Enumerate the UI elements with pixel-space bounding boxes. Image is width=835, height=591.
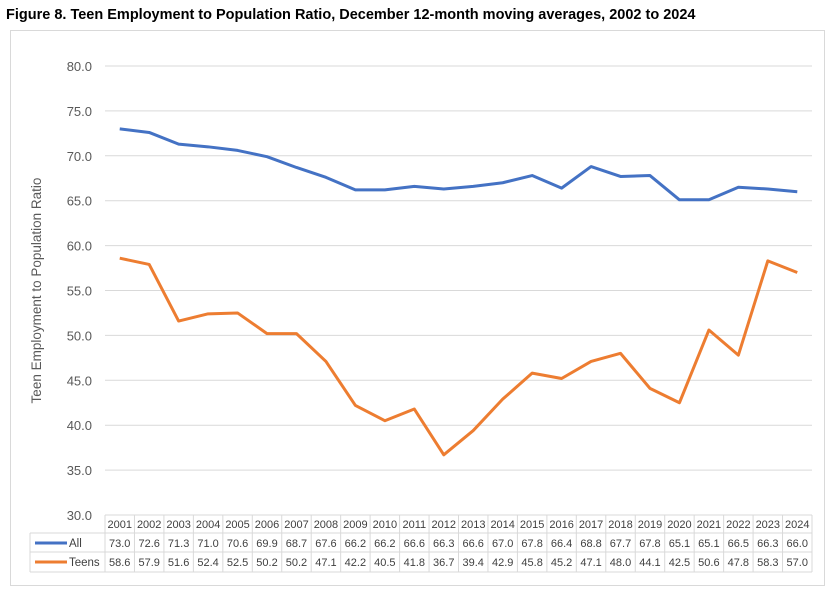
data-table-cell: 66.2 <box>345 538 366 550</box>
x-tick-label: 2020 <box>667 519 691 531</box>
series-line-teens <box>119 256 798 457</box>
data-table-cell: 36.7 <box>433 557 454 569</box>
x-tick-label: 2003 <box>166 519 190 531</box>
data-table-cell: 65.1 <box>669 538 690 550</box>
data-table-cell: 71.0 <box>197 538 218 550</box>
x-tick-label: 2005 <box>225 519 249 531</box>
data-table-cell: 66.5 <box>728 538 749 550</box>
data-table-cell: 67.7 <box>610 538 631 550</box>
x-tick-label: 2017 <box>579 519 603 531</box>
y-tick-label: 50.0 <box>67 328 92 343</box>
legend-label: Teens <box>69 557 100 569</box>
x-tick-label: 2021 <box>697 519 721 531</box>
data-table-cell: 45.8 <box>521 557 542 569</box>
data-table-cell: 71.3 <box>168 538 189 550</box>
x-tick-label: 2016 <box>549 519 573 531</box>
data-table-cell: 42.2 <box>345 557 366 569</box>
x-tick-label: 2024 <box>785 519 809 531</box>
x-tick-label: 2013 <box>461 519 485 531</box>
data-table-cell: 42.5 <box>669 557 690 569</box>
data-table-cell: 58.6 <box>109 557 130 569</box>
data-table-cell: 67.8 <box>639 538 660 550</box>
data-table-cell: 39.4 <box>463 557 484 569</box>
data-table-cell: 48.0 <box>610 557 631 569</box>
x-tick-label: 2018 <box>608 519 632 531</box>
x-tick-label: 2012 <box>432 519 456 531</box>
x-tick-label: 2010 <box>373 519 397 531</box>
series-line-all <box>119 127 798 202</box>
x-tick-label: 2015 <box>520 519 544 531</box>
data-table-cell: 42.9 <box>492 557 513 569</box>
x-tick-label: 2014 <box>490 519 514 531</box>
y-tick-label: 40.0 <box>67 418 92 433</box>
data-table-cell: 52.5 <box>227 557 248 569</box>
data-table-cell: 51.6 <box>168 557 189 569</box>
data-table-cell: 52.4 <box>197 557 218 569</box>
x-tick-label: 2002 <box>137 519 161 531</box>
y-tick-label: 35.0 <box>67 463 92 478</box>
data-table-cell: 50.2 <box>286 557 307 569</box>
x-tick-label: 2009 <box>343 519 367 531</box>
data-table-cell: 66.0 <box>787 538 808 550</box>
x-tick-label: 2008 <box>314 519 338 531</box>
data-table-cell: 69.9 <box>256 538 277 550</box>
data-table-cell: 65.1 <box>698 538 719 550</box>
x-tick-label: 2006 <box>255 519 279 531</box>
y-tick-label: 80.0 <box>67 59 92 74</box>
data-table-cell: 67.0 <box>492 538 513 550</box>
data-table-cell: 50.2 <box>256 557 277 569</box>
x-tick-label: 2023 <box>756 519 780 531</box>
data-table-cell: 66.3 <box>757 538 778 550</box>
data-table-cell: 67.8 <box>521 538 542 550</box>
chart-title: Figure 8. Teen Employment to Population … <box>6 7 696 23</box>
data-table-cell: 57.9 <box>138 557 159 569</box>
y-tick-label: 45.0 <box>67 373 92 388</box>
data-table-cell: 66.3 <box>433 538 454 550</box>
data-table-cell: 40.5 <box>374 557 395 569</box>
data-table-cell: 66.4 <box>551 538 572 550</box>
chart-border <box>10 30 825 586</box>
data-table-cell: 47.1 <box>580 557 601 569</box>
data-table-cell: 57.0 <box>787 557 808 569</box>
y-tick-label: 55.0 <box>67 284 92 299</box>
y-tick-label: 60.0 <box>67 239 92 254</box>
y-tick-label: 70.0 <box>67 149 92 164</box>
y-tick-label: 30.0 <box>67 508 92 523</box>
data-table-cell: 67.6 <box>315 538 336 550</box>
data-table-cell: 68.7 <box>286 538 307 550</box>
data-table-cell: 47.1 <box>315 557 336 569</box>
data-table-cell: 41.8 <box>404 557 425 569</box>
x-tick-label: 2007 <box>284 519 308 531</box>
data-table-cell: 72.6 <box>138 538 159 550</box>
x-tick-label: 2022 <box>726 519 750 531</box>
data-table-cell: 66.6 <box>404 538 425 550</box>
data-table-cell: 58.3 <box>757 557 778 569</box>
x-tick-label: 2004 <box>196 519 220 531</box>
data-table-cell: 50.6 <box>698 557 719 569</box>
data-table-cell: 66.2 <box>374 538 395 550</box>
x-tick-label: 2019 <box>638 519 662 531</box>
data-table-cell: 66.6 <box>463 538 484 550</box>
y-axis-label: Teen Employment to Population Ratio <box>29 178 44 404</box>
x-tick-label: 2001 <box>107 519 131 531</box>
data-table-cell: 45.2 <box>551 557 572 569</box>
data-table-cell: 70.6 <box>227 538 248 550</box>
x-tick-label: 2011 <box>402 519 426 531</box>
data-table-cell: 47.8 <box>728 557 749 569</box>
data-table-cell: 68.8 <box>580 538 601 550</box>
data-table-cell: 44.1 <box>639 557 660 569</box>
y-tick-label: 75.0 <box>67 104 92 119</box>
legend-label: All <box>69 538 82 550</box>
y-tick-label: 65.0 <box>67 194 92 209</box>
data-table-cell: 73.0 <box>109 538 130 550</box>
